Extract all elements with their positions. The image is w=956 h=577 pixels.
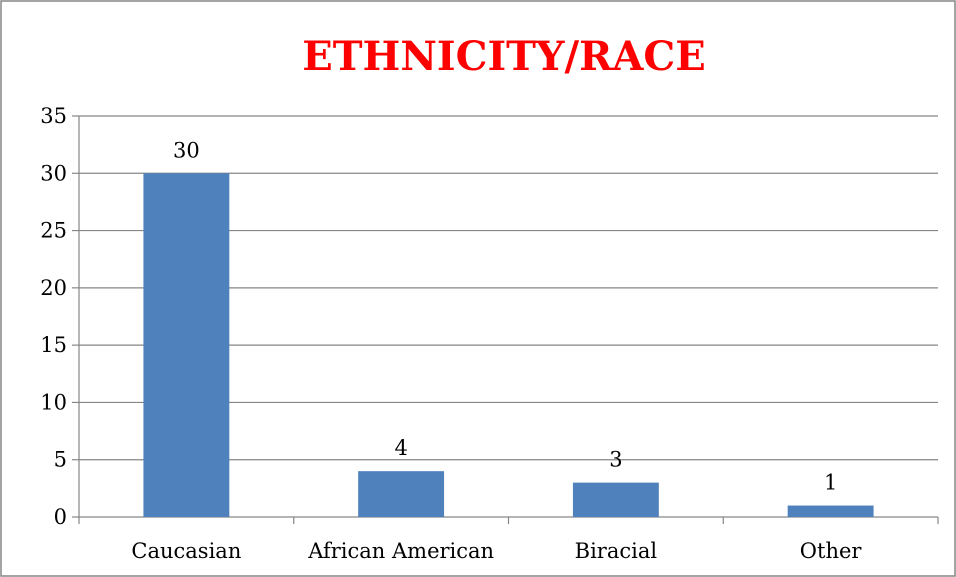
chart-title: ETHNICITY/RACE xyxy=(302,33,705,80)
y-tick-label: 5 xyxy=(54,448,67,472)
y-tick-label: 30 xyxy=(40,161,67,185)
bar-caucasian xyxy=(143,173,230,518)
data-labels: 30 4 3 1 xyxy=(173,138,837,494)
y-tick-label: 20 xyxy=(40,276,67,300)
y-tick-label: 10 xyxy=(40,390,67,414)
x-category-labels: Caucasian African American Biracial Other xyxy=(131,539,862,563)
bars xyxy=(143,173,874,518)
x-category-label: Biracial xyxy=(575,539,658,563)
data-label: 30 xyxy=(173,138,200,162)
x-category-label: Caucasian xyxy=(131,539,241,563)
y-tick-label: 35 xyxy=(40,104,67,128)
y-tick-label: 15 xyxy=(40,333,67,357)
y-tick-label: 0 xyxy=(54,505,67,529)
bar-other xyxy=(787,505,874,517)
data-label: 4 xyxy=(394,436,407,460)
x-category-label: African American xyxy=(307,539,494,563)
y-tick-label: 25 xyxy=(40,219,67,243)
bar-african-american xyxy=(358,471,445,517)
y-tick-labels: 0 5 10 15 20 25 30 35 xyxy=(40,104,67,529)
x-category-label: Other xyxy=(800,539,863,563)
data-label: 3 xyxy=(609,448,622,472)
bar-biracial xyxy=(572,482,659,517)
data-label: 1 xyxy=(824,471,837,495)
